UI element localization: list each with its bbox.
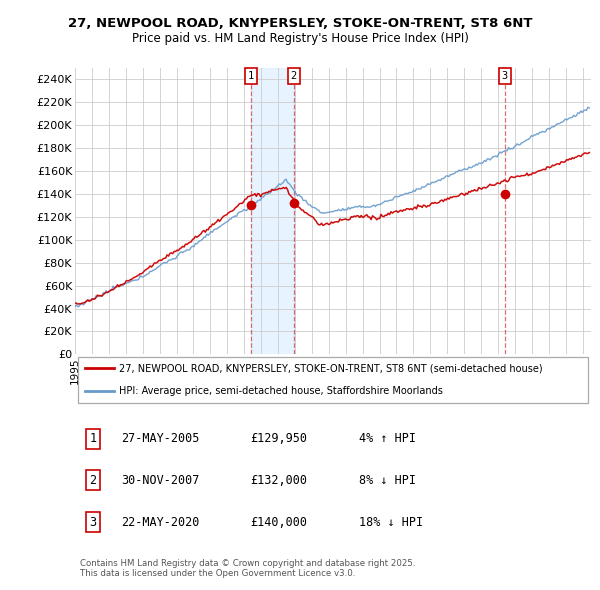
Text: 27, NEWPOOL ROAD, KNYPERSLEY, STOKE-ON-TRENT, ST8 6NT (semi-detached house): 27, NEWPOOL ROAD, KNYPERSLEY, STOKE-ON-T… xyxy=(119,363,542,373)
Text: 22-MAY-2020: 22-MAY-2020 xyxy=(121,516,200,529)
Text: 3: 3 xyxy=(89,516,97,529)
Text: £132,000: £132,000 xyxy=(250,474,307,487)
Text: 27, NEWPOOL ROAD, KNYPERSLEY, STOKE-ON-TRENT, ST8 6NT: 27, NEWPOOL ROAD, KNYPERSLEY, STOKE-ON-T… xyxy=(68,17,532,30)
Text: HPI: Average price, semi-detached house, Staffordshire Moorlands: HPI: Average price, semi-detached house,… xyxy=(119,386,443,396)
Text: 8% ↓ HPI: 8% ↓ HPI xyxy=(359,474,416,487)
Text: 30-NOV-2007: 30-NOV-2007 xyxy=(121,474,200,487)
Text: 3: 3 xyxy=(502,71,508,81)
Text: 1: 1 xyxy=(89,432,97,445)
Text: Contains HM Land Registry data © Crown copyright and database right 2025.
This d: Contains HM Land Registry data © Crown c… xyxy=(80,559,416,578)
Text: Price paid vs. HM Land Registry's House Price Index (HPI): Price paid vs. HM Land Registry's House … xyxy=(131,32,469,45)
Text: £129,950: £129,950 xyxy=(250,432,307,445)
Text: 1: 1 xyxy=(248,71,254,81)
Text: 4% ↑ HPI: 4% ↑ HPI xyxy=(359,432,416,445)
Text: 2: 2 xyxy=(89,474,97,487)
Text: 27-MAY-2005: 27-MAY-2005 xyxy=(121,432,200,445)
Bar xyxy=(251,68,293,355)
Text: 2: 2 xyxy=(290,71,297,81)
Text: 18% ↓ HPI: 18% ↓ HPI xyxy=(359,516,423,529)
Text: £140,000: £140,000 xyxy=(250,516,307,529)
FancyBboxPatch shape xyxy=(77,357,589,402)
